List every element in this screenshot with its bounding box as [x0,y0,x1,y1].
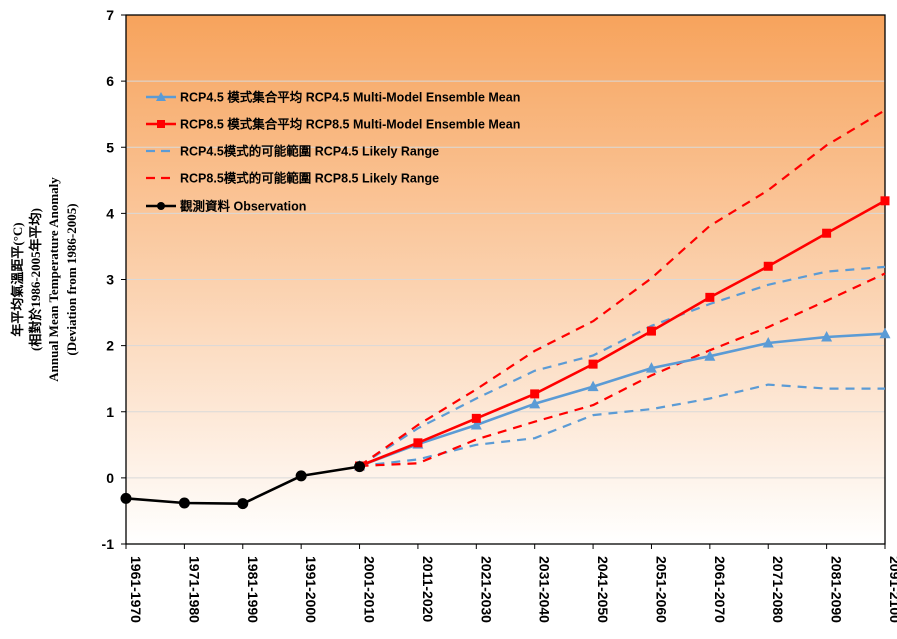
series-line-lower [359,383,885,468]
data-point [646,326,656,336]
data-point [822,228,832,238]
y-tick-label: 6 [106,73,114,89]
legend-marker [157,202,165,210]
data-point [295,470,307,482]
data-point [588,359,598,369]
y-tick-label: 7 [106,7,114,23]
y-tick-label: 1 [106,404,114,420]
legend-label: RCP8.5模式的可能範圍 RCP8.5 Likely Range [180,171,439,186]
data-point [880,196,890,206]
data-point [879,327,891,339]
x-tick-label: 2091-2100 [887,556,897,623]
legend-label: RCP4.5 模式集合平均 RCP4.5 Multi-Model Ensembl… [180,90,520,105]
legend-item: 觀測資料 Observation [146,199,306,214]
y-axis-title-line: 年平均氣溫距平(°C) [10,222,25,336]
y-tick-label: 2 [106,338,114,354]
data-point [120,492,132,504]
x-tick-label: 1991-2000 [303,556,319,623]
data-point [529,397,541,409]
y-axis-ticks: -1 0 1 2 3 4 5 6 7 [102,7,126,552]
x-axis-ticks: 1961-1970 1971-1980 1981-1990 1991-2000 2001… [125,544,897,623]
data-point [470,418,482,430]
series-line-lower [359,272,886,468]
x-tick-label: 1961-1970 [128,556,144,623]
data-point [237,498,249,510]
legend-marker [157,120,165,128]
data-point [530,389,540,399]
legend-label: RCP4.5模式的可能範圍 RCP4.5 Likely Range [180,144,439,159]
x-tick-label: 2001-2010 [362,556,378,623]
legend-marker [156,92,166,101]
data-point [471,413,481,423]
y-tick-label: 4 [106,205,114,221]
data-point [821,331,833,342]
legend-item: RCP4.5 模式集合平均 RCP4.5 Multi-Model Ensembl… [146,90,520,105]
data-point [763,261,773,271]
series-line [359,199,886,468]
series-layer [120,109,891,510]
data-point [178,497,190,509]
x-tick-label: 2031-2040 [537,556,553,623]
y-axis-title: 年平均氣溫距平(°C) (相對於1986-2005年平均) Annual Mean … [10,177,79,382]
legend-item: RCP8.5 模式集合平均 RCP8.5 Multi-Model Ensembl… [146,117,520,132]
y-tick-label: 3 [106,272,114,288]
y-tick-label: 5 [106,139,114,155]
data-point [354,461,366,473]
legend-label: 觀測資料 Observation [179,199,306,214]
data-point [587,380,599,392]
x-tick-label: 2071-2080 [770,556,786,623]
data-point [762,336,774,348]
data-point [413,438,423,448]
x-tick-label: 2061-2070 [712,556,728,623]
data-point [645,362,657,373]
y-tick-label: 0 [106,470,114,486]
data-point [705,292,715,302]
x-tick-label: 2011-2020 [420,556,436,622]
y-axis-title-line: (Deviation from 1986-2005) [64,203,79,355]
series-line [358,265,886,467]
x-tick-label: 2051-2060 [653,556,669,623]
series-line [358,109,886,467]
legend-item: RCP8.5模式的可能範圍 RCP8.5 Likely Range [146,171,439,186]
y-axis-title-line: Annual Mean Temperature Anomaly [46,177,61,382]
data-point [704,350,716,361]
x-tick-label: 2041-2050 [595,556,611,623]
y-axis-title-line: (相對於1986-2005年平均) [28,208,43,351]
legend: RCP4.5 模式集合平均 RCP4.5 Multi-Model Ensembl… [146,90,520,214]
y-tick-label: -1 [102,536,115,552]
x-tick-label: 2021-2030 [478,556,494,623]
x-tick-label: 2081-2090 [829,556,845,623]
series-line [359,332,886,468]
legend-label: RCP8.5 模式集合平均 RCP8.5 Multi-Model Ensembl… [180,117,520,132]
x-tick-label: 1971-1980 [186,556,202,623]
legend-item: RCP4.5模式的可能範圍 RCP4.5 Likely Range [146,144,439,159]
x-tick-label: 1981-1990 [245,556,261,623]
gridlines [126,80,885,479]
